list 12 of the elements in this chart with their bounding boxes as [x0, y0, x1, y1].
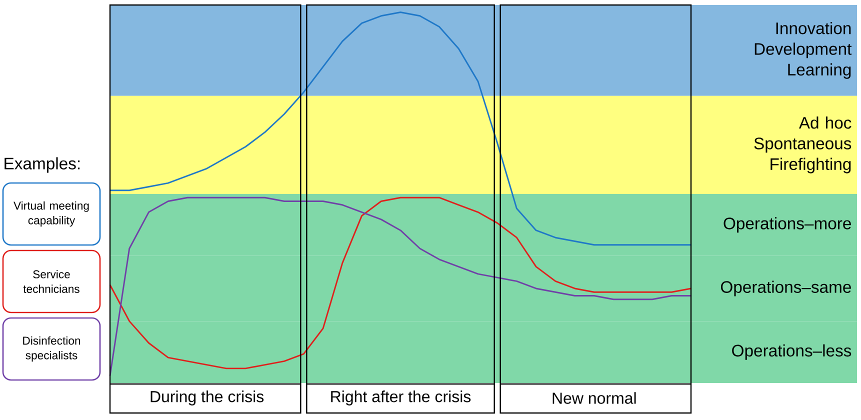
legend-title: Examples: — [4, 157, 80, 173]
text: During the crisis — [150, 390, 264, 406]
legend-label: Virtual meeting capability — [14, 201, 89, 227]
band-label: Ad hoc Spontaneous Firefighting — [754, 116, 852, 174]
text: Service technicians — [23, 270, 80, 293]
band-label: Operations–less — [732, 344, 852, 360]
text: New normal — [552, 392, 636, 404]
text: Right after the crisis — [331, 390, 471, 406]
text: Disinfection specialists — [23, 336, 80, 362]
band-label: Operations–same — [720, 280, 851, 296]
band-label: Innovation Development Learning — [754, 22, 852, 79]
band-label: Operations–more — [724, 217, 851, 233]
